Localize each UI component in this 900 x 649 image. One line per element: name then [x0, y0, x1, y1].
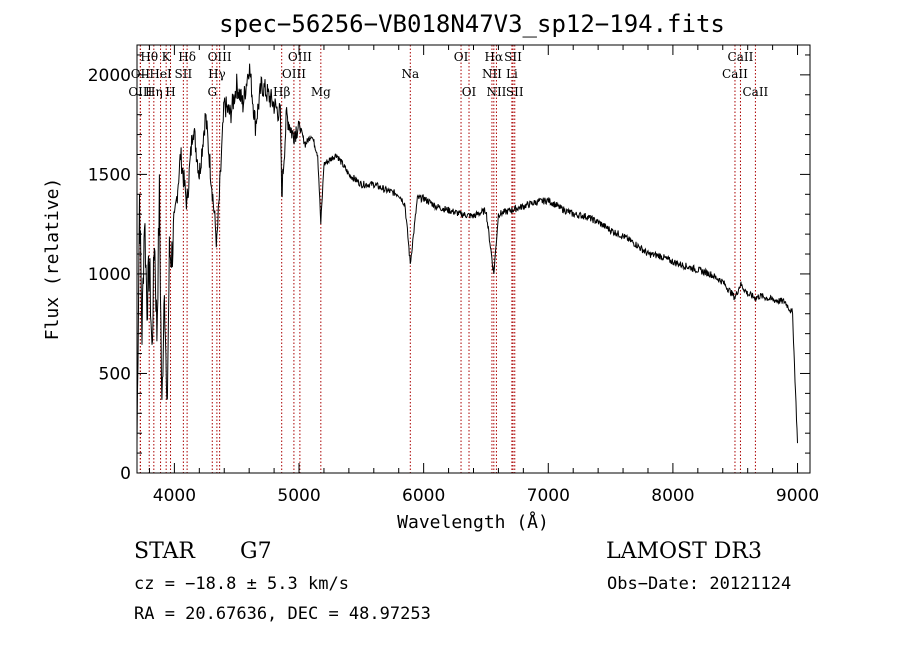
spectral-line-label: OI	[454, 50, 469, 64]
y-axis-label: Flux (relative)	[42, 178, 63, 341]
spectral-line-label: K	[162, 50, 172, 64]
x-tick-label: 9000	[776, 486, 819, 506]
x-axis-ticks: 4000 5000 6000 7000 8000 9000	[148, 45, 819, 506]
spectral-line-label: Mg	[311, 85, 331, 99]
y-tick-label: 500	[99, 364, 131, 384]
spectral-line-label: CaII	[728, 50, 754, 64]
spectral-line-label: NII	[482, 67, 502, 81]
y-axis-ticks: 0 500 1000 1500 2000	[88, 54, 810, 484]
spectral-line-label: OIII	[282, 67, 306, 81]
spectral-line-label: Na	[401, 67, 419, 81]
object-subclass: G7	[240, 539, 272, 564]
x-tick-label: 4000	[153, 486, 196, 506]
object-class: STAR	[134, 539, 196, 564]
x-tick-label: 8000	[651, 486, 694, 506]
spectral-line-label: Hβ	[273, 85, 290, 99]
spectral-line-label: OIII	[128, 85, 152, 99]
spectral-line-label: Hγ	[208, 67, 226, 81]
spectral-line-label: OIII	[208, 50, 232, 64]
spectral-line-label: Hδ	[178, 50, 196, 64]
spectral-line-label: OII	[131, 67, 151, 81]
obs-date: Obs−Date: 20121124	[607, 574, 791, 594]
spectral-line-label: G	[207, 85, 217, 99]
chart-title: spec−56256−VB018N47V3_sp12−194.fits	[219, 10, 725, 38]
spectral-line-label: SII	[175, 67, 193, 81]
spectral-line-label: HeI	[149, 67, 172, 81]
spectral-line-label: CaII	[742, 85, 768, 99]
y-tick-label: 0	[120, 464, 131, 484]
y-tick-label: 1500	[88, 165, 131, 185]
spectral-line-label: OIII	[288, 50, 312, 64]
y-tick-label: 2000	[88, 66, 131, 86]
spectral-line-label: OI	[462, 85, 477, 99]
y-tick-label: 1000	[88, 265, 131, 285]
survey-label: LAMOST DR3	[606, 539, 762, 564]
spectral-line-label: H	[165, 85, 175, 99]
spectral-line-label: SII	[506, 85, 524, 99]
spectral-line-label: Hθ	[140, 50, 158, 64]
coordinates-readout: RA = 20.67636, DEC = 48.97253	[134, 604, 431, 624]
plot-frame	[136, 44, 811, 474]
spectral-line-label: Li	[506, 67, 518, 81]
spectrum-line	[136, 63, 798, 444]
spectral-line-label: NII	[486, 85, 506, 99]
spectral-line-label: Hα	[485, 50, 504, 64]
x-tick-label: 6000	[402, 486, 445, 506]
x-axis-label: Wavelength (Å)	[397, 511, 549, 533]
spectral-line-label: SII	[504, 50, 522, 64]
x-tick-label: 5000	[277, 486, 320, 506]
spectral-line-label: CaII	[722, 67, 748, 81]
spectral-line-label: Hη	[145, 85, 163, 99]
redshift-readout: cz = −18.8 ± 5.3 km/s	[134, 574, 349, 594]
x-tick-label: 7000	[527, 486, 570, 506]
